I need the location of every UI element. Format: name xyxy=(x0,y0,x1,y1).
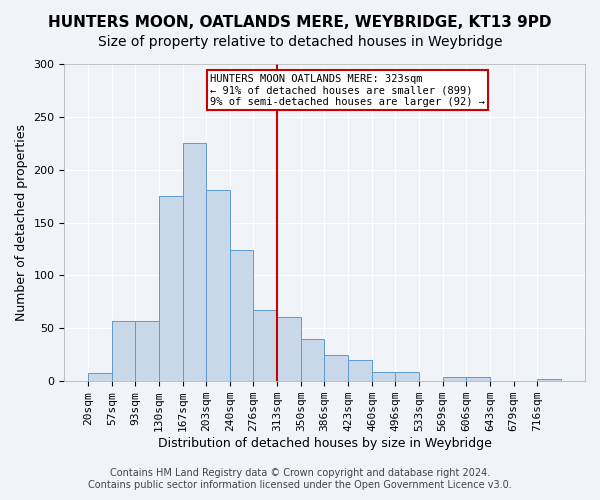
Bar xyxy=(372,372,395,381)
Bar xyxy=(183,144,206,381)
Bar xyxy=(206,190,230,381)
Bar xyxy=(395,372,419,381)
X-axis label: Distribution of detached houses by size in Weybridge: Distribution of detached houses by size … xyxy=(158,437,491,450)
Bar xyxy=(253,310,277,381)
Bar xyxy=(301,339,325,381)
Text: Size of property relative to detached houses in Weybridge: Size of property relative to detached ho… xyxy=(98,35,502,49)
Bar xyxy=(88,373,112,381)
Bar xyxy=(135,321,159,381)
Bar xyxy=(466,377,490,381)
Bar xyxy=(538,379,562,381)
Bar xyxy=(277,316,301,381)
Y-axis label: Number of detached properties: Number of detached properties xyxy=(15,124,28,321)
Bar xyxy=(112,321,135,381)
Bar xyxy=(443,377,466,381)
Bar xyxy=(348,360,372,381)
Text: HUNTERS MOON OATLANDS MERE: 323sqm
← 91% of detached houses are smaller (899)
9%: HUNTERS MOON OATLANDS MERE: 323sqm ← 91%… xyxy=(210,74,485,106)
Bar xyxy=(230,250,253,381)
Bar xyxy=(325,355,348,381)
Bar xyxy=(159,196,183,381)
Text: HUNTERS MOON, OATLANDS MERE, WEYBRIDGE, KT13 9PD: HUNTERS MOON, OATLANDS MERE, WEYBRIDGE, … xyxy=(48,15,552,30)
Text: Contains HM Land Registry data © Crown copyright and database right 2024.
Contai: Contains HM Land Registry data © Crown c… xyxy=(88,468,512,490)
